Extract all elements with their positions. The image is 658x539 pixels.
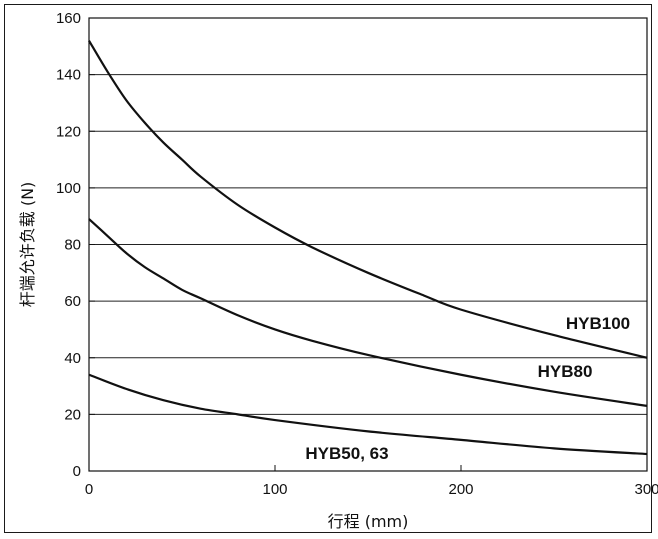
y-tick-label: 120 <box>56 123 81 140</box>
series-lines <box>88 40 648 456</box>
series-label: HYB80 <box>538 362 593 381</box>
series-line-hyb80 <box>88 218 648 407</box>
series-label: HYB50, 63 <box>305 444 388 463</box>
x-axis-title: 行程 (mm) <box>328 512 409 531</box>
y-tick-label: 60 <box>64 293 81 310</box>
x-tick-label: 300 <box>634 481 658 498</box>
y-tick-label: 80 <box>64 237 81 254</box>
y-tick-label: 100 <box>56 180 81 197</box>
y-axis-title: 杆端允许负载 (N) <box>18 182 37 308</box>
x-tick-label: 200 <box>448 481 473 498</box>
y-tick-label: 20 <box>64 406 81 423</box>
y-tick-label: 40 <box>64 350 81 367</box>
x-tick-label: 0 <box>85 481 93 498</box>
plot-area-border <box>88 17 648 472</box>
series-label: HYB100 <box>566 314 630 333</box>
chart-frame <box>4 4 652 533</box>
y-tick-label: 0 <box>73 463 81 480</box>
labels: HYB100 HYB80 HYB50, 63 <box>305 314 630 463</box>
series-line-hyb50-63 <box>88 373 648 456</box>
x-tick-label: 100 <box>262 481 287 498</box>
y-tick-label: 140 <box>56 67 81 84</box>
axes: 0 20 40 60 80 100 120 140 160 0 100 200 300 <box>56 10 658 498</box>
series-line-hyb100 <box>88 40 648 359</box>
gridlines <box>89 17 647 415</box>
y-tick-label: 160 <box>56 10 81 27</box>
